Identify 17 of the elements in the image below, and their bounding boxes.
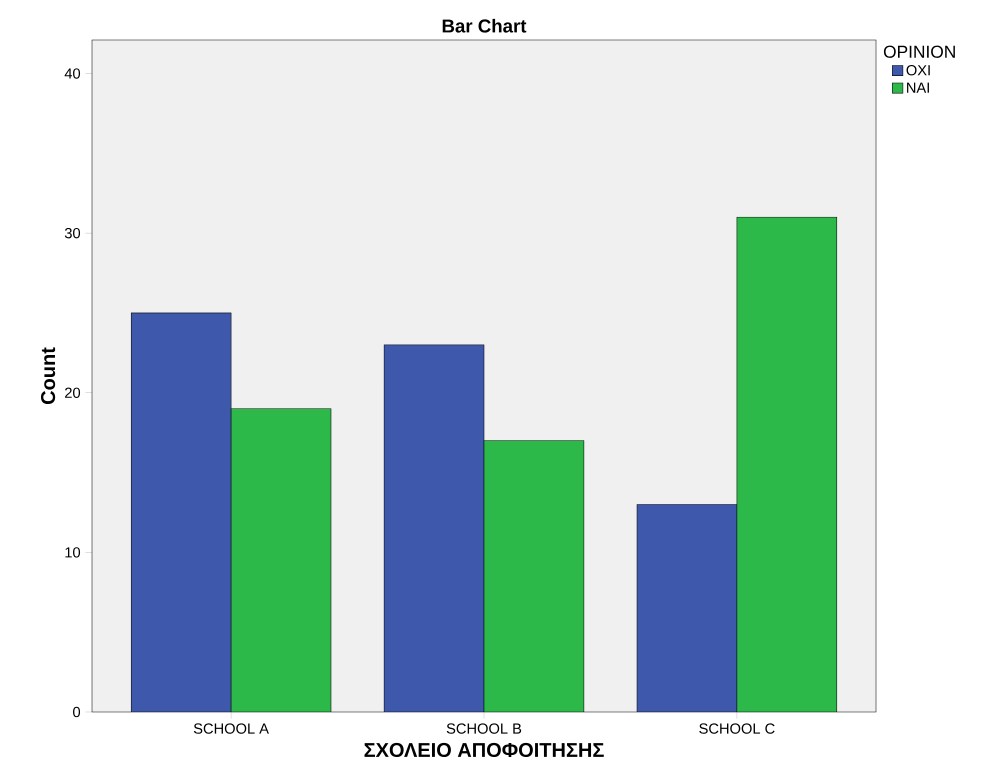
y-tick-label: 20 [65,388,80,398]
x-tick-label: SCHOOL C [699,723,775,734]
y-tick-label: 0 [73,706,80,718]
legend-label: ΝΑΙ [907,82,929,93]
y-tick-label: 30 [64,228,80,238]
y-tick-label: 10 [65,547,80,558]
legend-title: OPINION [884,46,955,58]
y-axis-title: Count [41,347,56,404]
y-tick-label: 40 [64,68,80,79]
bar [636,504,738,712]
x-tick-label: SCHOOL A [194,723,269,734]
bar [130,312,232,712]
legend-label: ΟΧΙ [906,65,930,76]
chart-title: Bar Chart [442,18,526,33]
bar [384,344,484,712]
x-axis-title: ΣΧΟΛΕΙΟ ΑΠΟΦΟΙΤΗΣΗΣ [364,742,604,758]
x-tick-label: SCHOOL B [446,723,522,734]
